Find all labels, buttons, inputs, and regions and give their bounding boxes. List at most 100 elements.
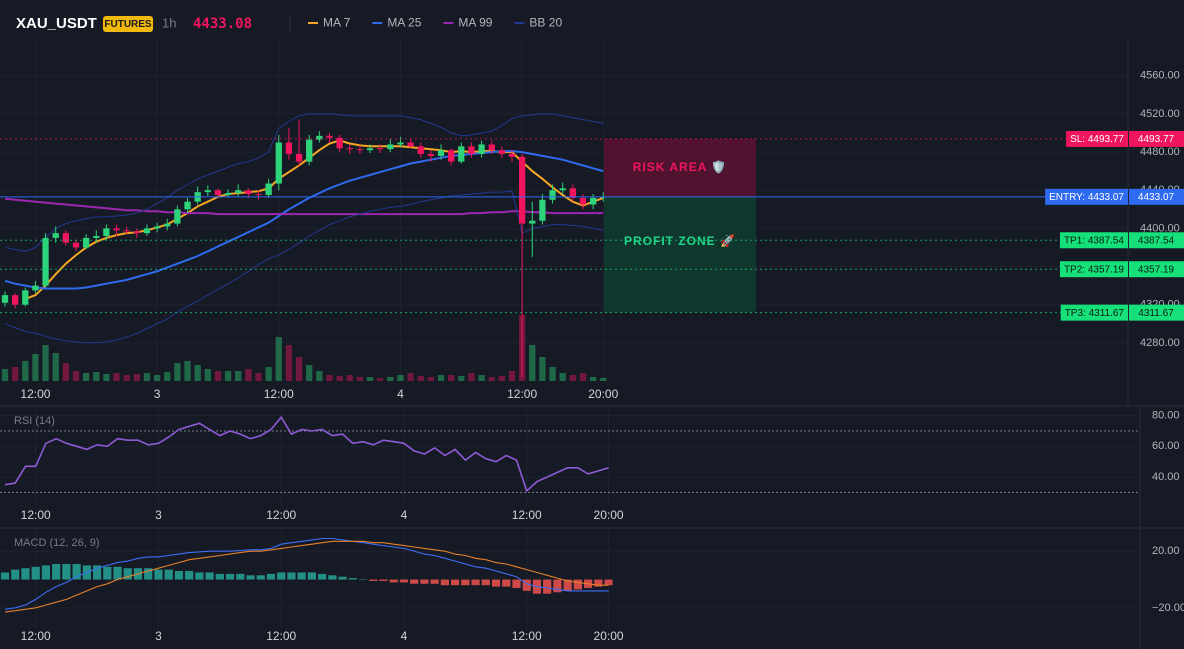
level-label-bg [1059, 261, 1128, 278]
indicator-line [4, 190, 604, 344]
volume-bar [235, 371, 242, 381]
candle-body [164, 223, 171, 227]
volume-bar [387, 377, 394, 381]
histogram-bar [236, 573, 245, 580]
volume-bar [295, 357, 303, 381]
level-label: TP2: 4357.19 [1064, 264, 1124, 275]
candle-body [508, 153, 516, 157]
histogram-bar [52, 563, 61, 580]
x-tick-label: 12:00 [512, 629, 542, 643]
candle-body [336, 137, 343, 149]
histogram-bar [21, 568, 30, 580]
y-tick-label: 4280.00 [1140, 337, 1180, 349]
candle-body [1, 295, 9, 303]
volume-bar [184, 361, 191, 381]
volume-bar [113, 373, 120, 381]
histogram-bar [604, 579, 613, 586]
volume-bar [579, 373, 587, 381]
histogram-bar [307, 572, 316, 580]
candle-body [589, 197, 597, 205]
histogram-bar [563, 579, 572, 591]
volume-bar [133, 374, 140, 381]
volume-bar [123, 375, 130, 381]
volume-bar [458, 376, 465, 381]
candle-body [559, 188, 566, 191]
volume-bar [265, 367, 272, 381]
indicator-line [4, 537, 609, 610]
histogram-bar [297, 572, 306, 580]
axis-price: 4493.77 [1138, 134, 1175, 145]
histogram-bar [103, 566, 112, 580]
candle-body [22, 290, 29, 305]
volume-bar [42, 345, 49, 381]
volume-bar [559, 373, 566, 381]
candle-body [539, 199, 546, 221]
candle-body [569, 188, 576, 198]
volume-bar [72, 371, 80, 381]
x-tick-label: 12:00 [507, 387, 537, 401]
volume-bar [437, 375, 445, 381]
histogram-bar [379, 579, 388, 581]
axis-price-bg [1129, 261, 1184, 278]
candle-body [133, 231, 140, 234]
y-tick-label: −20.00 [1152, 602, 1184, 614]
candle-body [204, 190, 211, 193]
x-tick-label: 3 [155, 508, 162, 522]
candle-body [518, 156, 526, 224]
y-tick-label: 80.00 [1152, 410, 1180, 422]
volume-bar [488, 377, 495, 381]
volume-bar [468, 373, 475, 381]
histogram-bar [471, 579, 480, 586]
interval[interactable]: 1h [162, 15, 176, 30]
volume-bar [397, 375, 404, 381]
x-tick-label: 12:00 [21, 629, 51, 643]
candle-body [478, 144, 485, 154]
volume-bar [52, 353, 59, 381]
y-tick-label: 4480.00 [1140, 146, 1180, 158]
histogram-bar [287, 572, 296, 580]
volume-bar [326, 375, 333, 381]
volume-bar [448, 375, 455, 381]
histogram-bar [451, 579, 460, 586]
candle-body [579, 197, 587, 205]
volume-bar [153, 375, 161, 381]
level-label-bg [1045, 188, 1128, 205]
histogram-bar [277, 572, 286, 580]
volume-bar [82, 373, 90, 381]
volume-bar [11, 367, 19, 381]
histogram-bar [318, 573, 327, 580]
histogram-bar [205, 572, 214, 580]
x-tick-label: 20:00 [594, 508, 624, 522]
volume-bar [275, 337, 282, 381]
histogram-bar [113, 566, 122, 580]
candle-body [529, 220, 536, 224]
level-label: TP1: 4387.54 [1064, 235, 1124, 246]
histogram-bar [502, 579, 511, 587]
candle-body [468, 146, 475, 154]
axis-price: 4357.19 [1138, 264, 1175, 275]
volume-bar [214, 371, 222, 381]
histogram-bar [72, 563, 81, 580]
histogram-bar [92, 565, 102, 580]
volume-bar [549, 367, 556, 381]
candle-body [123, 230, 130, 232]
legend-label: MA 99 [458, 16, 492, 30]
indicator-line [4, 197, 604, 216]
histogram-bar [41, 565, 51, 580]
volume-bar [366, 377, 374, 381]
candle-body [235, 190, 242, 194]
candle-body [52, 233, 59, 238]
volume-bar [508, 371, 516, 381]
volume-bar [306, 365, 313, 381]
histogram-bar [225, 573, 235, 580]
histogram-bar [0, 572, 10, 580]
histogram-bar [154, 569, 163, 580]
zone-label: RISK AREA 🛡️ [633, 160, 727, 174]
x-tick-label: 12:00 [512, 508, 542, 522]
histogram-bar [62, 563, 71, 580]
volume-bar [164, 372, 171, 381]
histogram-bar [338, 576, 347, 580]
histogram-bar [185, 571, 194, 580]
symbol[interactable]: XAU_USDT [16, 15, 97, 32]
